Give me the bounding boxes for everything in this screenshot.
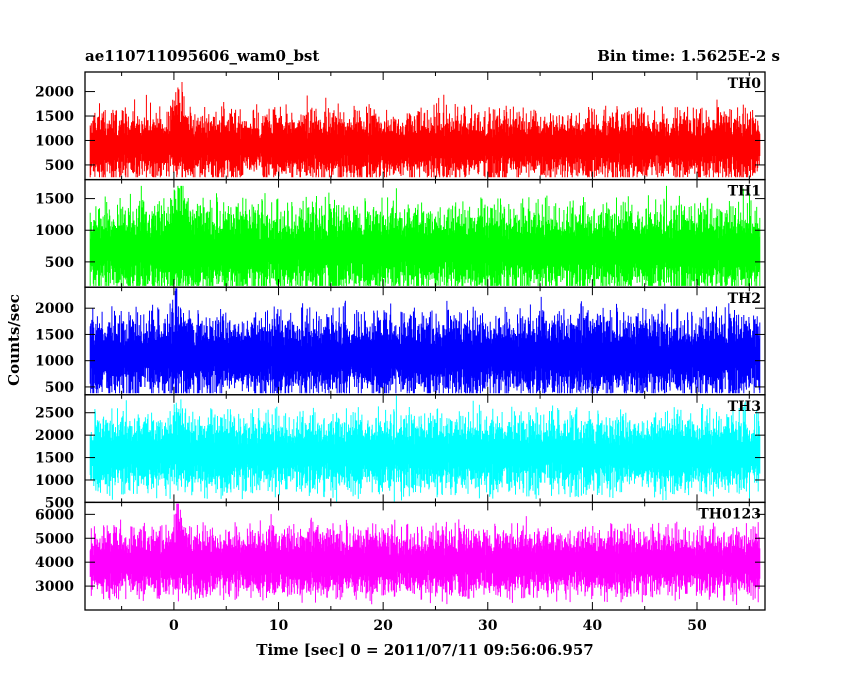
y-tick-label: 1000 [35,473,74,489]
series-th1 [89,185,761,286]
panel-th0: 500 1000 1500 2000 TH0 [35,71,766,181]
panel-label: TH1 [728,184,761,200]
y-tick-label: 2000 [35,301,74,317]
y-tick-label: 500 [45,495,74,511]
series-th0123 [89,503,761,605]
x-tick-label: 30 [478,618,498,634]
panel-label: TH2 [728,291,761,307]
y-tick-label: 1500 [35,109,74,125]
y-tick-label: 500 [45,380,74,396]
y-tick-label: 2500 [35,406,74,422]
panel-th1: 500 1000 1500 TH1 [35,178,766,288]
x-axis-label: Time [sec] 0 = 2011/07/11 09:56:06.957 [256,641,593,659]
x-tick-label: 20 [373,618,393,634]
panel-label: TH0123 [698,506,761,522]
x-tick-label: 0 [169,618,179,634]
series-th0 [89,82,761,178]
series-th3 [89,395,761,502]
x-tick-label: 50 [687,618,707,634]
panel-label: TH0 [728,76,762,92]
y-tick-label: 6000 [35,507,74,523]
y-tick-label: 1500 [35,451,74,467]
chart-title-right: Bin time: 1.5625E-2 s [597,47,780,65]
y-tick-label: 2000 [35,85,74,101]
panel-label: TH3 [728,399,761,415]
chart-title-left: ae110711095606_wam0_bst [85,47,319,65]
y-tick-label: 500 [45,255,74,271]
panel-th3: 500 1000 1500 2000 2500 TH3 [35,394,766,511]
x-tick-label: 40 [583,618,603,634]
y-tick-label: 1000 [35,133,74,149]
y-tick-label: 1000 [35,223,74,239]
x-tick-label: 10 [269,618,289,634]
panel-th0123: 3000 4000 5000 6000 TH0123 [35,501,766,611]
series-th2 [89,288,761,394]
y-axis-label: Counts/sec [5,294,23,386]
y-tick-label: 3000 [35,579,74,595]
y-tick-label: 1000 [35,354,74,370]
y-tick-label: 1500 [35,192,74,208]
y-tick-label: 500 [45,158,74,174]
y-tick-label: 4000 [35,555,74,571]
y-tick-label: 2000 [35,428,74,444]
y-tick-label: 1500 [35,327,74,343]
y-tick-label: 5000 [35,531,74,547]
panel-th2: 500 1000 1500 2000 TH2 [35,286,766,396]
panel-frame [84,501,766,611]
